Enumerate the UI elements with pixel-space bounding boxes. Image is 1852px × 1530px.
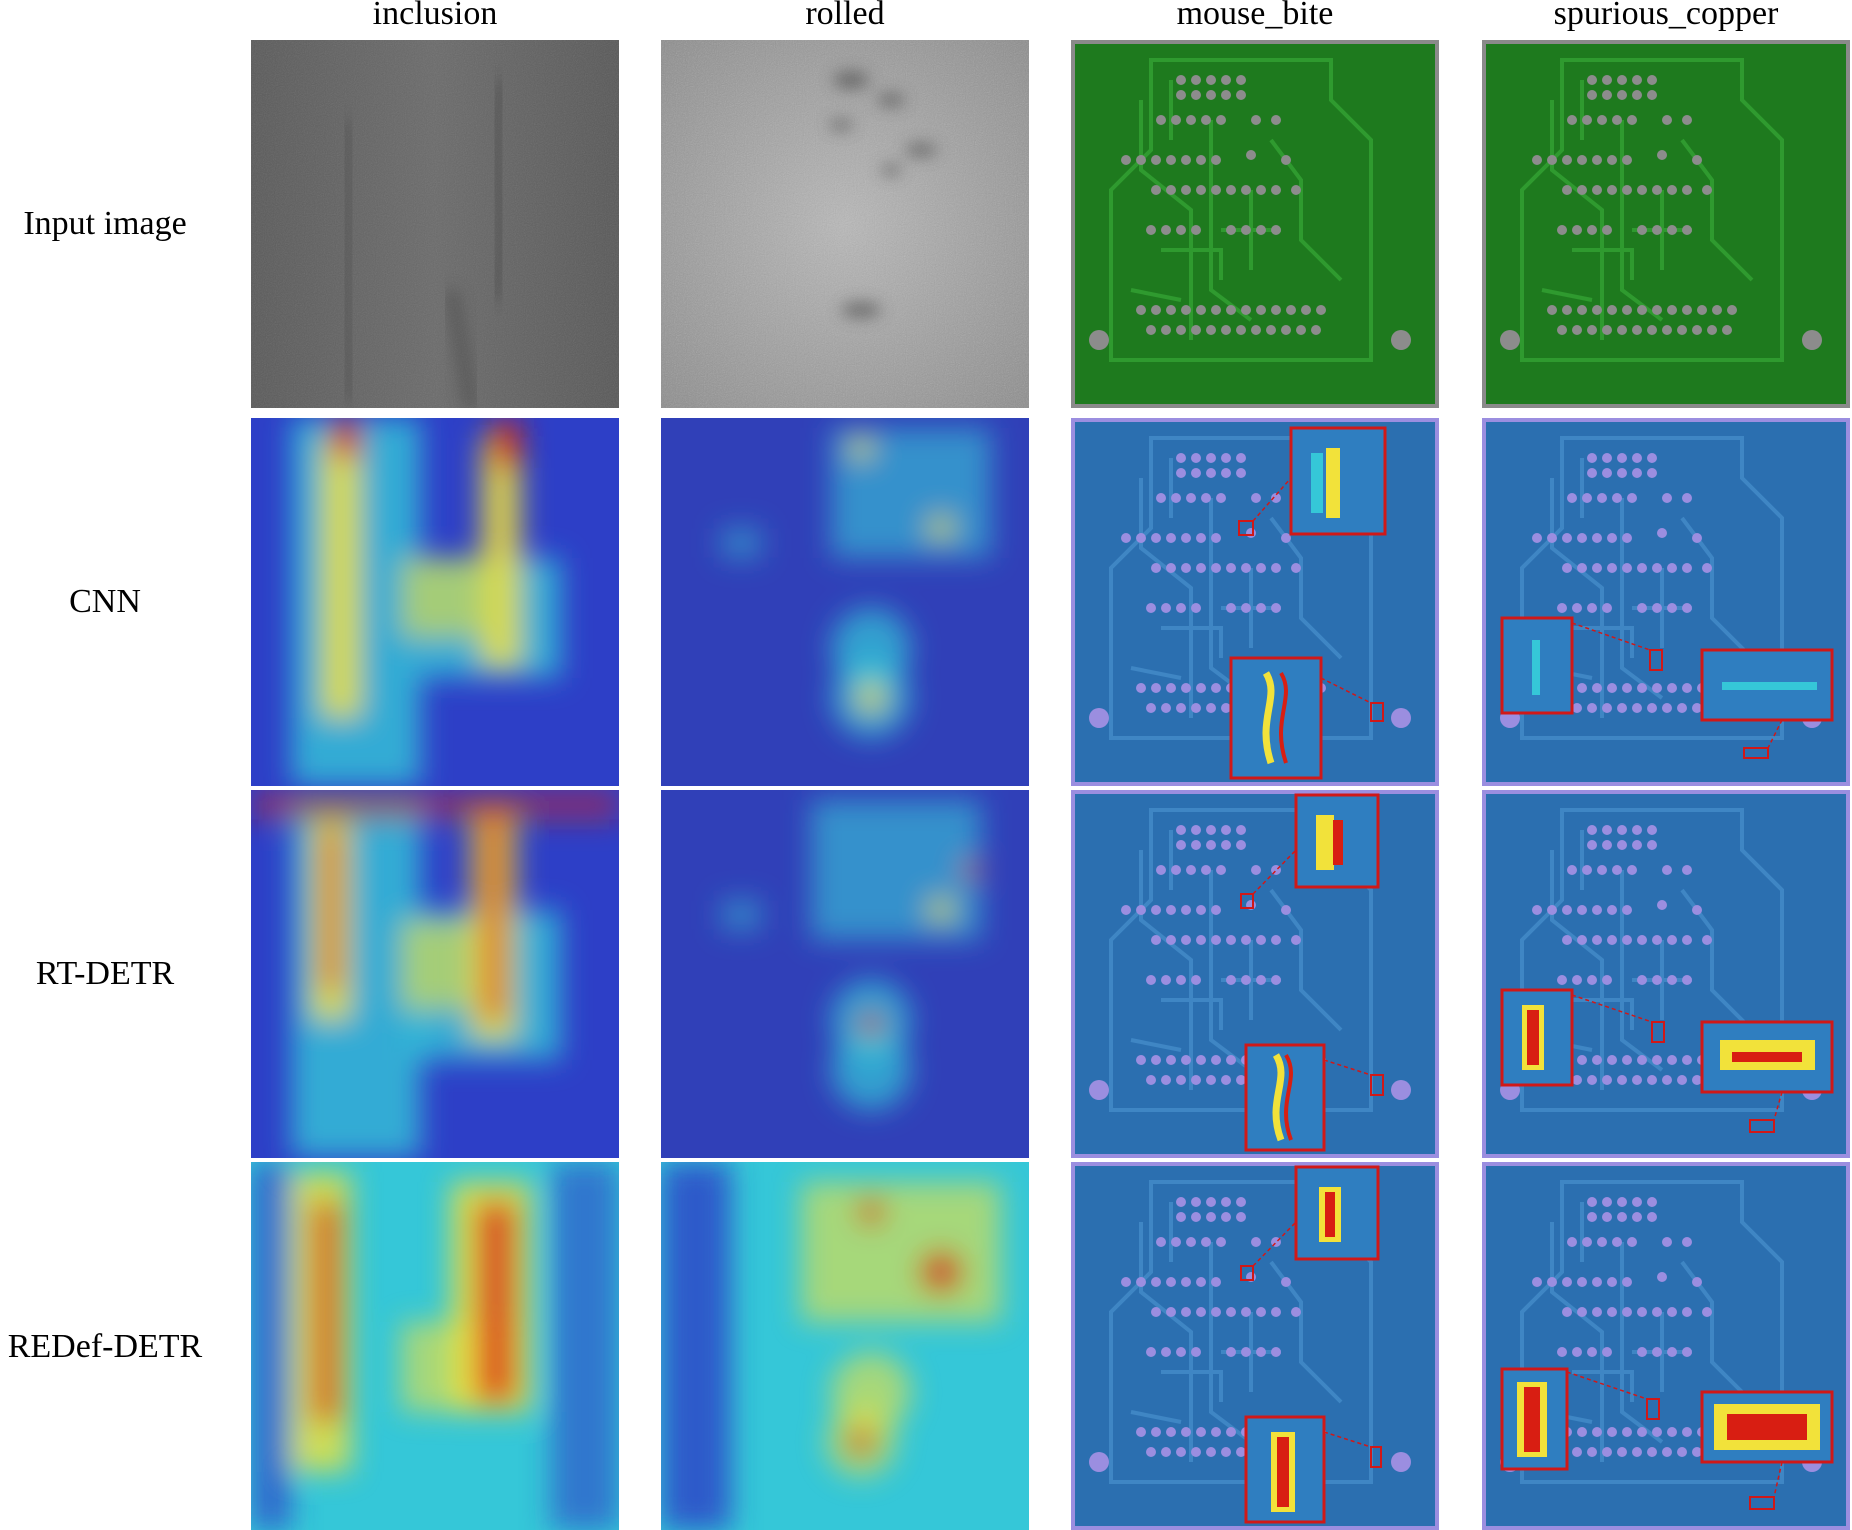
input-image-mouse-bite <box>1071 40 1439 408</box>
zoom-inset <box>1700 648 1834 759</box>
row-label-rt-detr: RT-DETR <box>35 955 175 992</box>
row-label-cnn: CNN <box>69 583 141 620</box>
row-label-redef-detr: REDef-DETR <box>7 1328 203 1365</box>
rt-detr-heatmap-mouse-bite <box>1071 790 1439 1158</box>
zoom-inset <box>1229 656 1384 780</box>
cnn-heatmap-mouse-bite <box>1071 418 1439 786</box>
redef-detr-heatmap-rolled <box>661 1162 1029 1530</box>
column-header-mouse-bite: mouse_bite <box>1176 0 1334 32</box>
zoom-inset <box>1500 616 1663 715</box>
column-header-spurious-copper: spurious_copper <box>1553 0 1779 32</box>
zoom-inset <box>1240 793 1380 909</box>
zoom-inset <box>1244 1043 1384 1152</box>
zoom-inset <box>1500 1367 1660 1471</box>
zoom-inset <box>1500 988 1665 1087</box>
cnn-heatmap-spurious-copper <box>1482 418 1850 786</box>
cnn-heatmap-rolled <box>661 418 1029 786</box>
zoom-inset <box>1240 1165 1380 1281</box>
rt-detr-heatmap-inclusion <box>251 790 619 1158</box>
input-image-inclusion <box>251 40 619 408</box>
rt-detr-heatmap-rolled <box>661 790 1029 1158</box>
row-label-input-image: Input image <box>23 205 187 242</box>
input-image-spurious-copper <box>1482 40 1850 408</box>
redef-detr-heatmap-spurious-copper <box>1482 1162 1850 1530</box>
zoom-inset <box>1700 1020 1834 1133</box>
zoom-inset <box>1238 426 1387 536</box>
redef-detr-heatmap-mouse-bite <box>1071 1162 1439 1530</box>
zoom-inset <box>1700 1390 1834 1510</box>
redef-detr-heatmap-inclusion <box>251 1162 619 1530</box>
rt-detr-heatmap-spurious-copper <box>1482 790 1850 1158</box>
input-image-rolled <box>661 40 1029 408</box>
column-header-inclusion: inclusion <box>372 0 498 32</box>
zoom-inset <box>1244 1415 1382 1524</box>
column-header-rolled: rolled <box>805 0 885 32</box>
cnn-heatmap-inclusion <box>251 418 619 786</box>
